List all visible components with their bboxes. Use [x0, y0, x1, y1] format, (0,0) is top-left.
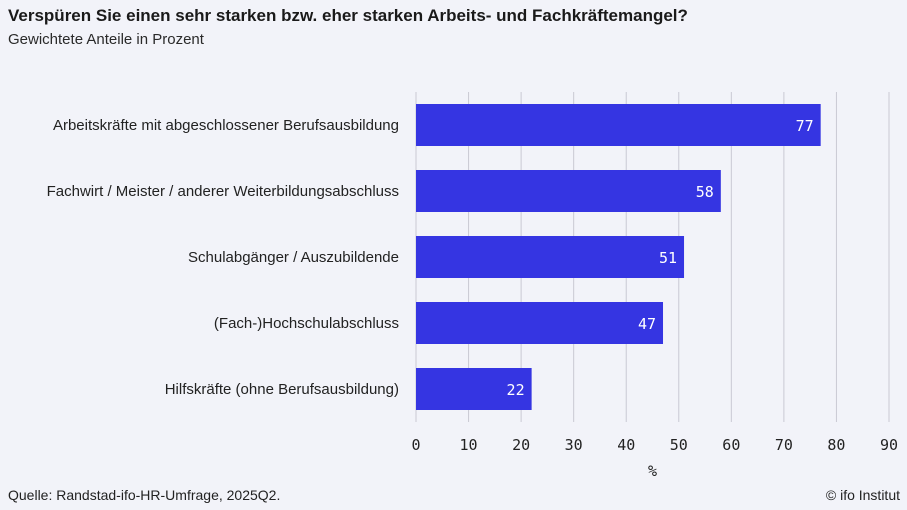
chart-subtitle: Gewichtete Anteile in Prozent	[8, 31, 204, 48]
data-label: 22	[507, 381, 525, 399]
x-axis-ticks: 0 10 20 30 40 50 60 70 80 90	[411, 436, 898, 454]
bars	[416, 104, 821, 410]
x-tick-label: 70	[775, 436, 793, 454]
bar	[416, 170, 721, 212]
x-tick-label: 90	[880, 436, 898, 454]
copyright-credit: © ifo Institut	[825, 487, 900, 503]
category-label: Hilfskräfte (ohne Berufsausbildung)	[165, 381, 399, 398]
grid-lines	[415, 92, 890, 422]
x-tick-label: 20	[512, 436, 530, 454]
x-axis-title: %	[648, 462, 657, 480]
bar	[416, 368, 532, 410]
bar	[416, 236, 685, 278]
data-label: 77	[796, 117, 814, 135]
data-label: 51	[659, 249, 677, 267]
bar	[416, 302, 664, 344]
x-tick-label: 60	[722, 436, 740, 454]
chart-title: Verspüren Sie einen sehr starken bzw. eh…	[8, 6, 688, 25]
x-tick-label: 0	[411, 436, 420, 454]
data-label: 58	[696, 183, 714, 201]
x-tick-label: 30	[565, 436, 583, 454]
data-label: 47	[638, 315, 656, 333]
x-tick-label: 10	[460, 436, 478, 454]
source-note: Quelle: Randstad-ifo-HR-Umfrage, 2025Q2.	[8, 487, 281, 503]
x-tick-label: 40	[617, 436, 635, 454]
value-labels: 77 58 51 47 22	[507, 117, 814, 399]
x-tick-label: 50	[670, 436, 688, 454]
category-label: Arbeitskräfte mit abgeschlossener Berufs…	[53, 117, 399, 134]
category-label: Schulabgänger / Auszubildende	[188, 249, 399, 266]
category-label: Fachwirt / Meister / anderer Weiterbildu…	[47, 183, 399, 200]
x-tick-label: 80	[827, 436, 845, 454]
category-label: (Fach-)Hochschulabschluss	[214, 315, 399, 332]
bar	[416, 104, 821, 146]
category-labels: Arbeitskräfte mit abgeschlossener Berufs…	[47, 117, 399, 398]
